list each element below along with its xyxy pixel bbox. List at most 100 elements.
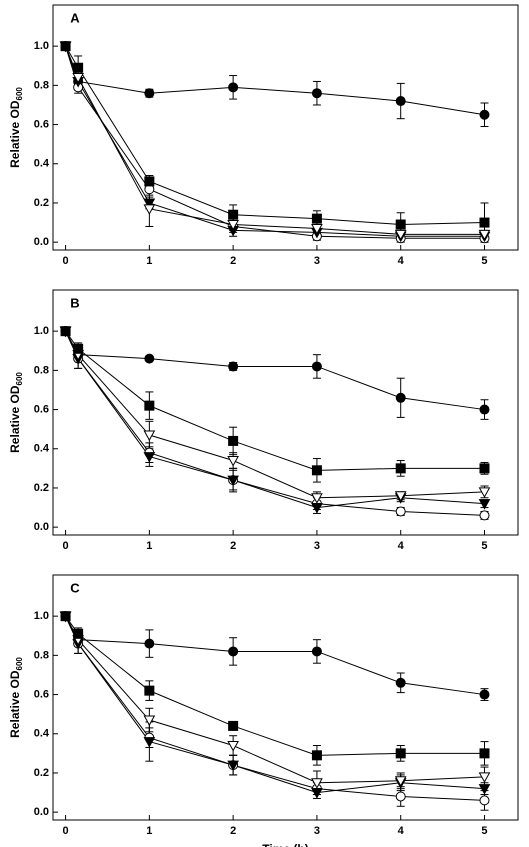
y-axis-label: Relative OD600 xyxy=(8,657,24,738)
marker xyxy=(143,198,156,209)
marker xyxy=(144,176,155,187)
x-tick-label: 4 xyxy=(398,825,405,837)
x-tick-label: 0 xyxy=(63,825,69,837)
marker xyxy=(478,784,491,795)
y-axis-label: Relative OD600 xyxy=(8,372,24,453)
y-tick-label: 0.4 xyxy=(34,728,50,740)
y-tick-label: 0.6 xyxy=(34,688,49,700)
marker xyxy=(478,487,491,498)
y-axis-label-main: Relative OD xyxy=(8,385,22,453)
x-tick-label: 2 xyxy=(230,255,236,267)
marker xyxy=(311,465,322,476)
series-line xyxy=(65,330,485,499)
marker xyxy=(227,760,239,772)
x-tick-label: 0 xyxy=(63,540,69,552)
y-tick-label: 0.4 xyxy=(34,158,50,170)
x-axis-label: Time (h) xyxy=(262,842,308,847)
panel-label: B xyxy=(70,295,79,310)
x-tick-label: 3 xyxy=(314,825,320,837)
marker xyxy=(228,646,239,657)
marker xyxy=(227,475,239,487)
marker xyxy=(228,720,239,731)
y-axis-label-sub: 600 xyxy=(15,372,24,386)
marker xyxy=(395,96,406,107)
marker xyxy=(395,791,406,802)
series-line xyxy=(65,45,485,116)
plot-frame xyxy=(52,4,519,251)
y-tick-label: 0.8 xyxy=(34,649,49,661)
series-line xyxy=(65,615,485,801)
marker xyxy=(144,685,155,696)
marker xyxy=(479,748,490,759)
y-tick-label: 1.0 xyxy=(34,325,49,337)
marker xyxy=(144,400,155,411)
marker xyxy=(395,463,406,474)
x-tick-label: 5 xyxy=(481,825,487,837)
marker xyxy=(228,435,239,446)
y-axis-label-main: Relative OD xyxy=(8,100,22,168)
x-tick-label: 3 xyxy=(314,255,320,267)
marker xyxy=(311,213,322,224)
y-tick-label: 0.0 xyxy=(34,806,49,818)
marker xyxy=(394,229,407,241)
y-axis-label-sub: 600 xyxy=(15,87,24,101)
series-line xyxy=(65,45,485,237)
marker xyxy=(395,392,406,403)
marker xyxy=(144,88,155,99)
marker xyxy=(311,750,322,761)
marker xyxy=(73,628,84,639)
marker xyxy=(478,499,491,510)
x-tick-label: 3 xyxy=(314,540,320,552)
marker xyxy=(311,778,323,789)
x-tick-label: 1 xyxy=(146,255,152,267)
y-axis-label-sub: 600 xyxy=(15,657,24,671)
marker xyxy=(479,510,490,521)
marker xyxy=(143,204,156,215)
x-tick-label: 4 xyxy=(398,255,405,267)
marker xyxy=(60,41,71,52)
marker xyxy=(479,463,490,474)
marker xyxy=(143,715,156,727)
y-tick-label: 0.8 xyxy=(34,364,49,376)
y-tick-label: 0.2 xyxy=(34,482,49,494)
series-line xyxy=(65,330,485,516)
marker xyxy=(143,452,156,463)
y-tick-label: 0.2 xyxy=(34,767,49,779)
marker xyxy=(478,229,491,241)
series-line xyxy=(65,45,485,235)
y-tick-label: 0.8 xyxy=(34,79,49,91)
series-line xyxy=(65,615,485,696)
marker xyxy=(60,326,71,337)
marker xyxy=(479,795,490,806)
series-line xyxy=(65,45,485,226)
marker xyxy=(311,361,322,372)
y-tick-label: 1.0 xyxy=(34,40,49,52)
marker xyxy=(395,748,406,759)
marker xyxy=(143,430,156,442)
y-tick-label: 0.6 xyxy=(34,118,49,130)
panel-label: C xyxy=(70,580,80,595)
marker xyxy=(479,689,490,700)
marker xyxy=(227,220,239,231)
marker xyxy=(311,88,322,99)
x-tick-label: 5 xyxy=(481,540,487,552)
panel-label: A xyxy=(70,10,80,25)
y-tick-label: 0.4 xyxy=(34,443,50,455)
series-line xyxy=(65,330,485,411)
marker xyxy=(311,493,323,504)
plot-frame xyxy=(52,574,519,821)
series-line xyxy=(65,46,485,239)
marker xyxy=(311,223,323,235)
series-line xyxy=(65,615,485,784)
marker xyxy=(73,62,84,73)
marker xyxy=(227,741,239,752)
y-tick-label: 0.0 xyxy=(34,236,49,248)
marker xyxy=(143,737,156,748)
x-tick-label: 1 xyxy=(146,540,152,552)
x-tick-label: 4 xyxy=(398,540,405,552)
marker xyxy=(395,219,406,230)
x-tick-label: 5 xyxy=(481,255,487,267)
marker xyxy=(478,772,491,783)
y-axis-label: Relative OD600 xyxy=(8,87,24,168)
